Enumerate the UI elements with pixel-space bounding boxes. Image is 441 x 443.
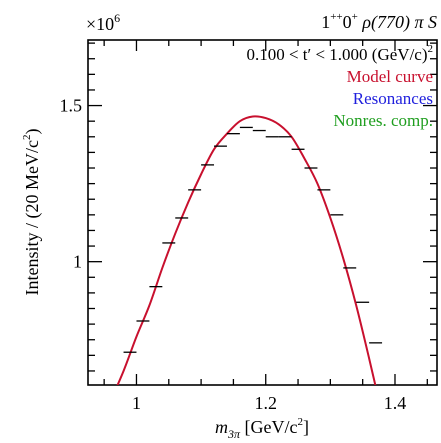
- y-axis-label: Intensity / (20 MeV/c2): [21, 129, 43, 296]
- y-tick-label: 1.5: [60, 96, 83, 116]
- x-tick-label: 1.4: [384, 393, 407, 413]
- chart-title: 1++0+ ρ(770) π S: [321, 11, 437, 33]
- data-points: [123, 126, 383, 353]
- axis-ticks: 1 1.2 1.4 1 1.5: [60, 40, 437, 413]
- model-curve: [116, 115, 377, 385]
- y-tick-label: 1: [73, 252, 82, 272]
- y-multiplier: ×106: [86, 11, 120, 34]
- tprime-range: 0.100 < t′ < 1.000 (GeV/c)2: [246, 43, 433, 64]
- legend-resonances: Resonances: [353, 89, 433, 108]
- x-tick-label: 1: [132, 393, 141, 413]
- x-axis-label: m3π [GeV/c2]: [215, 416, 309, 441]
- legend-nonres: Nonres. comp.: [333, 111, 433, 130]
- x-tick-label: 1.2: [254, 393, 277, 413]
- plot-frame: [87, 39, 438, 386]
- legend-model-curve: Model curve: [347, 67, 433, 86]
